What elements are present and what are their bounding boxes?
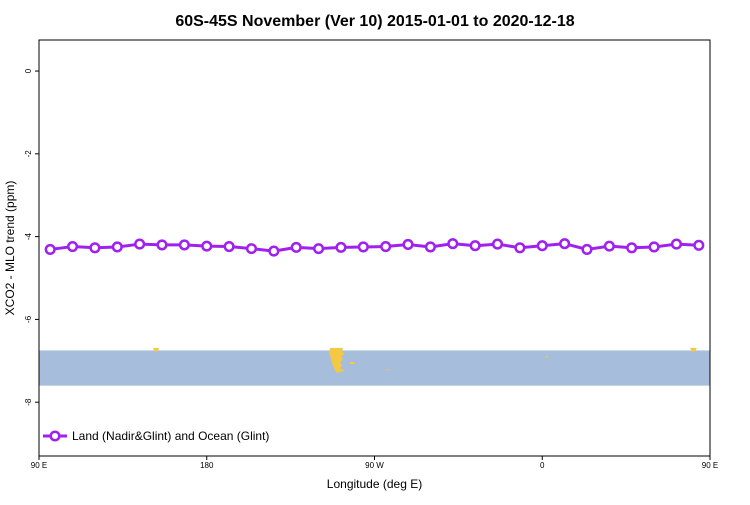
data-point <box>491 238 504 250</box>
land-patch-south-america <box>329 348 345 373</box>
land-patch-south-america-tip <box>335 368 345 372</box>
land-patch-new-zealand <box>690 348 697 352</box>
data-point <box>44 243 56 255</box>
map-strip <box>39 348 710 386</box>
data-point <box>648 241 660 253</box>
data-point <box>111 241 123 253</box>
land-patches <box>153 348 697 373</box>
data-point <box>201 240 213 252</box>
chart-title: 60S-45S November (Ver 10) 2015-01-01 to … <box>175 13 574 30</box>
land-patch-left <box>153 348 159 352</box>
x-tick-label: 180 <box>200 461 214 470</box>
data-point <box>335 241 347 253</box>
land-patch-south-georgia <box>386 369 389 371</box>
data-point <box>134 238 146 250</box>
ocean-band <box>39 350 710 386</box>
data-point <box>693 239 705 251</box>
data-point <box>424 241 436 253</box>
x-tick-label: 90 E <box>31 461 47 470</box>
y-tick-label: -4 <box>24 233 33 241</box>
legend-point-marker <box>49 430 61 442</box>
data-point <box>514 242 526 254</box>
data-point <box>290 241 302 253</box>
data-point <box>245 243 258 255</box>
series-line <box>49 242 699 253</box>
data-point <box>581 243 593 255</box>
data-point <box>156 239 168 251</box>
data-point <box>402 238 414 251</box>
x-tick-label: 0 <box>540 461 545 470</box>
land-patch-falklands <box>350 362 355 364</box>
y-tick-label: -2 <box>24 150 33 158</box>
data-point <box>178 239 190 251</box>
data-point <box>670 238 683 250</box>
data-point <box>357 241 369 253</box>
y-tick-label: -8 <box>24 398 33 406</box>
data-point <box>89 242 101 254</box>
y-axis: 0 -2 -4 -6 -8 <box>24 68 39 406</box>
x-axis-label: Longitude (deg E) <box>327 477 422 491</box>
data-point <box>603 240 615 252</box>
data-point <box>559 238 571 250</box>
data-point <box>447 238 459 250</box>
data-point <box>536 240 548 252</box>
data-point <box>268 245 280 257</box>
x-axis: 90 E 180 90 W 0 90 E <box>31 456 718 470</box>
data-point <box>380 241 392 253</box>
y-tick-label: 0 <box>24 68 33 73</box>
data-point <box>469 240 481 252</box>
x-tick-label: 90 W <box>365 461 384 470</box>
y-tick-label: -6 <box>24 315 33 323</box>
data-point <box>67 241 79 253</box>
x-tick-label: 90 E <box>702 461 718 470</box>
land-patch-small-island <box>545 356 548 358</box>
legend-entry-label: Land (Nadir&Glint) and Ocean (Glint) <box>72 429 269 443</box>
data-point <box>223 241 235 253</box>
y-axis-label: XCO2 - MLO trend (ppm) <box>3 181 17 316</box>
series-layer <box>44 238 705 257</box>
data-point <box>313 243 325 255</box>
legend: Land (Nadir&Glint) and Ocean (Glint) <box>43 429 269 443</box>
data-point <box>626 242 638 254</box>
